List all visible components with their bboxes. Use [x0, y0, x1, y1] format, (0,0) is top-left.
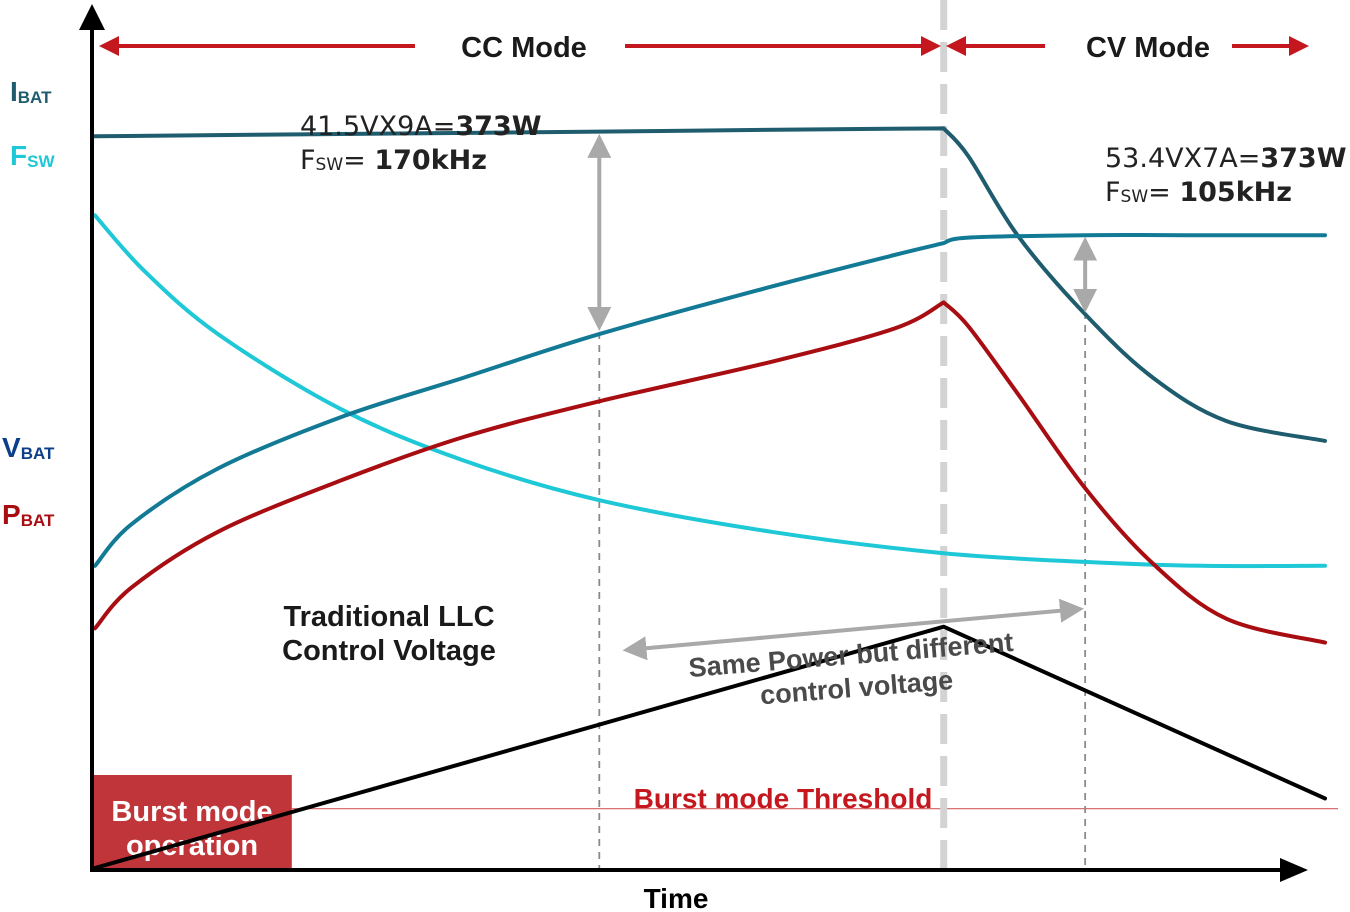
fsw-label: FSW: [10, 140, 55, 171]
cc-power-annotation: 41.5VX9A=373W: [300, 111, 542, 142]
burst-label-line2: operation: [126, 830, 258, 862]
series-layer: [93, 126, 1327, 870]
x-axis-label: Time: [644, 883, 709, 912]
vbat-label: VBAT: [2, 432, 55, 463]
burst-threshold-label: Burst mode Threshold: [634, 783, 933, 814]
cc-mode-label: CC Mode: [461, 32, 587, 64]
cv-mode-label: CV Mode: [1086, 32, 1210, 64]
vbat-line: [93, 233, 1327, 568]
ibat-label: IBAT: [10, 76, 52, 107]
fsw-line: [93, 213, 1327, 569]
llc-control-label-line1: Traditional LLC: [283, 601, 494, 633]
burst-label-line1: Burst mode: [111, 796, 272, 828]
pbat-label: PBAT: [2, 499, 55, 530]
x-axis-arrowhead: [1280, 858, 1308, 882]
llc-control-label-line2: Control Voltage: [282, 635, 496, 667]
y-axis-arrowhead: [79, 4, 105, 30]
cv-freq-annotation: FSW= 105kHz: [1105, 177, 1292, 208]
same-power-arrow: [622, 598, 1084, 661]
cv-power-annotation: 53.4VX7A=373W: [1105, 143, 1347, 174]
pbat-line: [93, 300, 1327, 645]
ibat-line: [93, 126, 1327, 443]
cc-freq-annotation: FSW= 170kHz: [300, 145, 487, 176]
